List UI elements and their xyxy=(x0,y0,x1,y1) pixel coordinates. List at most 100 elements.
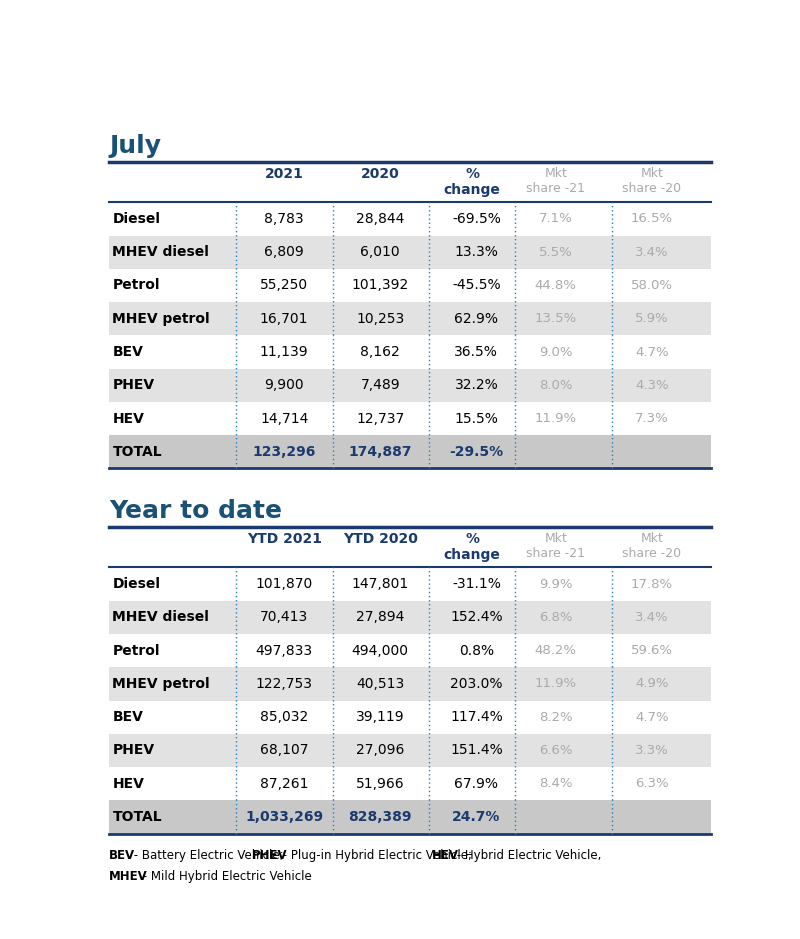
Text: Mkt
share -21: Mkt share -21 xyxy=(526,167,586,195)
Text: 11.9%: 11.9% xyxy=(534,412,577,425)
Text: 3.3%: 3.3% xyxy=(635,744,669,757)
Text: 147,801: 147,801 xyxy=(352,577,409,591)
Bar xyxy=(110,800,710,834)
Text: 117.4%: 117.4% xyxy=(450,710,502,724)
Text: 4.7%: 4.7% xyxy=(635,346,669,359)
Text: 32.2%: 32.2% xyxy=(454,378,498,393)
Bar xyxy=(110,302,710,335)
Text: Mkt
share -20: Mkt share -20 xyxy=(622,167,682,195)
Bar xyxy=(110,335,710,369)
Text: Diesel: Diesel xyxy=(112,212,160,226)
Text: PHEV: PHEV xyxy=(112,744,154,758)
Text: - Plug-in Hybrid Electric Vehicle;: - Plug-in Hybrid Electric Vehicle; xyxy=(279,850,476,862)
Text: 87,261: 87,261 xyxy=(260,777,308,791)
Text: HEV: HEV xyxy=(112,777,144,791)
Text: PHEV: PHEV xyxy=(112,378,154,393)
Bar xyxy=(110,236,710,269)
Text: 16,701: 16,701 xyxy=(260,312,308,326)
Text: YTD 2020: YTD 2020 xyxy=(343,532,418,546)
Text: 4.7%: 4.7% xyxy=(635,711,669,724)
Text: 8,162: 8,162 xyxy=(360,345,400,359)
Text: -31.1%: -31.1% xyxy=(452,577,501,591)
Text: Diesel: Diesel xyxy=(112,577,160,591)
Text: 13.5%: 13.5% xyxy=(534,313,577,325)
Text: Petrol: Petrol xyxy=(112,643,160,657)
Text: 4.3%: 4.3% xyxy=(635,378,669,392)
Text: - Mild Hybrid Electric Vehicle: - Mild Hybrid Electric Vehicle xyxy=(139,870,312,883)
Bar xyxy=(110,402,710,435)
Text: 9.9%: 9.9% xyxy=(539,577,573,591)
Text: 151.4%: 151.4% xyxy=(450,744,502,758)
Text: 11.9%: 11.9% xyxy=(534,677,577,690)
Text: MHEV petrol: MHEV petrol xyxy=(112,677,210,691)
Bar xyxy=(110,202,710,236)
Bar xyxy=(110,668,710,700)
Text: 44.8%: 44.8% xyxy=(534,279,577,292)
Text: %
change: % change xyxy=(443,532,501,562)
Text: 0.8%: 0.8% xyxy=(458,643,494,657)
Text: 7.3%: 7.3% xyxy=(635,412,669,425)
Text: - Hybrid Electric Vehicle,: - Hybrid Electric Vehicle, xyxy=(453,850,601,862)
Text: 2021: 2021 xyxy=(265,167,303,181)
Text: 8.0%: 8.0% xyxy=(539,378,573,392)
Text: 6.3%: 6.3% xyxy=(635,777,669,790)
Text: 174,887: 174,887 xyxy=(349,445,412,459)
Text: 51,966: 51,966 xyxy=(356,777,405,791)
Text: 3.4%: 3.4% xyxy=(635,246,669,259)
Text: 11,139: 11,139 xyxy=(260,345,309,359)
Text: 8.4%: 8.4% xyxy=(539,777,573,790)
Bar xyxy=(110,767,710,800)
Text: 14,714: 14,714 xyxy=(260,411,308,425)
Text: July: July xyxy=(110,133,162,158)
Text: BEV: BEV xyxy=(110,850,135,862)
Bar xyxy=(110,634,710,668)
Text: 16.5%: 16.5% xyxy=(630,212,673,225)
Text: 15.5%: 15.5% xyxy=(454,411,498,425)
Text: 7,489: 7,489 xyxy=(361,378,400,393)
Text: MHEV petrol: MHEV petrol xyxy=(112,312,210,326)
Text: -29.5%: -29.5% xyxy=(450,445,503,459)
Text: Petrol: Petrol xyxy=(112,279,160,292)
Text: 10,253: 10,253 xyxy=(356,312,404,326)
Text: 6,809: 6,809 xyxy=(264,245,304,259)
Text: Mkt
share -21: Mkt share -21 xyxy=(526,532,586,560)
Bar xyxy=(110,601,710,634)
Text: HEV: HEV xyxy=(112,411,144,425)
Text: 6,010: 6,010 xyxy=(361,245,400,259)
Text: 123,296: 123,296 xyxy=(253,445,316,459)
Text: 36.5%: 36.5% xyxy=(454,345,498,359)
Text: -69.5%: -69.5% xyxy=(452,212,501,226)
Text: BEV: BEV xyxy=(112,345,143,359)
Text: 6.8%: 6.8% xyxy=(539,611,573,623)
Text: 59.6%: 59.6% xyxy=(630,644,673,657)
Text: 13.3%: 13.3% xyxy=(454,245,498,259)
Bar xyxy=(110,435,710,469)
Text: PHEV: PHEV xyxy=(251,850,287,862)
Text: 55,250: 55,250 xyxy=(260,279,308,292)
Text: 67.9%: 67.9% xyxy=(454,777,498,791)
Text: %
change: % change xyxy=(443,167,501,197)
Text: 1,033,269: 1,033,269 xyxy=(245,810,323,824)
Text: TOTAL: TOTAL xyxy=(112,445,162,459)
Text: 7.1%: 7.1% xyxy=(539,212,573,225)
Text: 28,844: 28,844 xyxy=(356,212,405,226)
Bar xyxy=(110,567,710,601)
Text: 494,000: 494,000 xyxy=(352,643,409,657)
Text: 27,096: 27,096 xyxy=(356,744,405,758)
Text: -45.5%: -45.5% xyxy=(452,279,501,292)
Text: 85,032: 85,032 xyxy=(260,710,308,724)
Text: 4.9%: 4.9% xyxy=(635,677,669,690)
Text: 828,389: 828,389 xyxy=(349,810,412,824)
Text: 497,833: 497,833 xyxy=(255,643,313,657)
Text: Mkt
share -20: Mkt share -20 xyxy=(622,532,682,560)
Text: 17.8%: 17.8% xyxy=(630,577,673,591)
Text: 8,783: 8,783 xyxy=(264,212,304,226)
Bar xyxy=(110,369,710,402)
Text: 8.2%: 8.2% xyxy=(539,711,573,724)
Text: 152.4%: 152.4% xyxy=(450,610,502,624)
Text: MHEV diesel: MHEV diesel xyxy=(112,610,210,624)
Text: - Battery Electric Vehicle;: - Battery Electric Vehicle; xyxy=(130,850,287,862)
Text: 24.7%: 24.7% xyxy=(452,810,501,824)
Text: 70,413: 70,413 xyxy=(260,610,308,624)
Text: 40,513: 40,513 xyxy=(356,677,404,691)
